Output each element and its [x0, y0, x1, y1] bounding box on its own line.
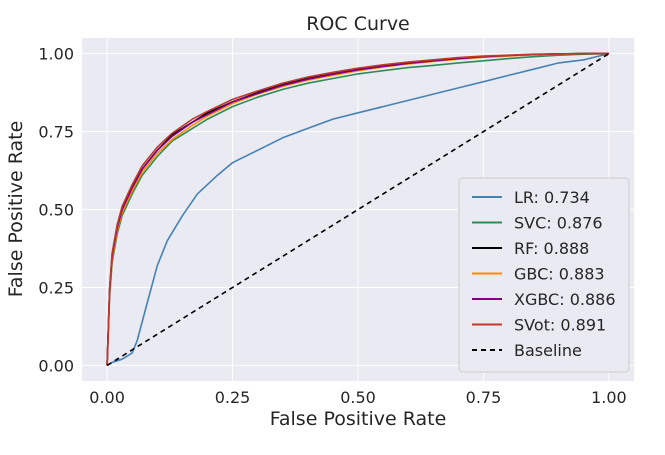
y-tick-label: 0.50	[38, 201, 74, 220]
legend-label: SVot: 0.891	[514, 316, 606, 335]
legend-label: SVC: 0.876	[514, 214, 603, 233]
y-tick-label: 1.00	[38, 45, 74, 64]
y-axis-title: False Positive Rate	[5, 121, 27, 298]
chart-title: ROC Curve	[306, 13, 410, 35]
x-tick-label: 0.75	[466, 388, 502, 407]
x-axis-title: False Positive Rate	[270, 408, 447, 430]
y-tick-labels: 0.00 0.25 0.50 0.75 1.00	[38, 45, 74, 376]
y-tick-label: 0.00	[38, 356, 74, 375]
series-layer	[106, 52, 610, 367]
legend-label: RF: 0.888	[514, 239, 589, 258]
legend-label: XGBC: 0.886	[514, 290, 616, 309]
series-line-svot	[106, 52, 609, 366]
x-tick-label: 0.00	[89, 388, 125, 407]
series-line-lr	[106, 52, 610, 367]
x-tick-labels: 0.00 0.25 0.50 0.75 1.00	[89, 388, 626, 407]
legend: LR: 0.734 SVC: 0.876 RF: 0.888 GBC: 0.883 XG…	[458, 177, 630, 373]
x-tick-label: 0.25	[215, 388, 251, 407]
x-tick-label: 1.00	[591, 388, 627, 407]
legend-label: GBC: 0.883	[514, 265, 605, 284]
y-tick-label: 0.25	[38, 278, 74, 297]
legend-label: Baseline	[514, 341, 582, 360]
x-tick-label: 0.50	[340, 388, 376, 407]
y-tick-label: 0.75	[38, 123, 74, 142]
series-line-svc	[106, 52, 609, 366]
legend-label: LR: 0.734	[514, 188, 590, 207]
